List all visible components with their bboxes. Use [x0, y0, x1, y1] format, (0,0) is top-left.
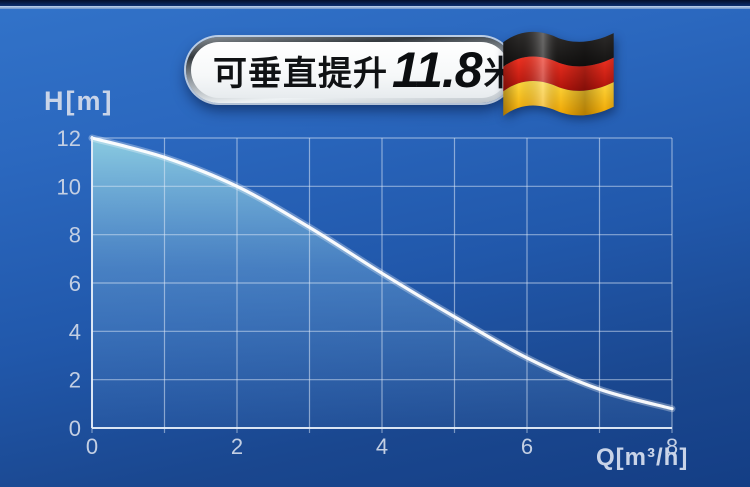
x-tick-label: 6 — [521, 434, 533, 459]
x-tick-label: 8 — [666, 434, 678, 459]
badge-text: 可垂直提升 — [213, 54, 388, 93]
y-tick-label: 10 — [57, 174, 81, 199]
y-tick-label: 4 — [69, 319, 81, 344]
hq-curve — [90, 136, 674, 411]
x-tick-label: 4 — [376, 434, 388, 459]
flag-wave-shading — [503, 31, 614, 116]
y-tick-label: 2 — [69, 368, 81, 393]
germany-flag-icon — [503, 31, 614, 116]
badge-value: 11.8 — [392, 42, 483, 98]
y-tick-label: 0 — [69, 416, 81, 441]
x-axis-label: Q[m³/h] — [596, 444, 689, 471]
lift-height-badge: 可垂直提升 11.8 米 — [186, 37, 518, 103]
y-tick-label: 8 — [69, 223, 81, 248]
x-tick-label: 2 — [231, 434, 243, 459]
top-border-highlight — [0, 6, 750, 9]
top-border-dark — [0, 0, 750, 6]
x-tick-label: 0 — [86, 434, 98, 459]
y-tick-label: 12 — [57, 126, 81, 151]
y-tick-label: 6 — [69, 271, 81, 296]
y-axis-label: H[m] — [44, 86, 114, 116]
badge-body: 可垂直提升 11.8 米 — [191, 42, 518, 98]
